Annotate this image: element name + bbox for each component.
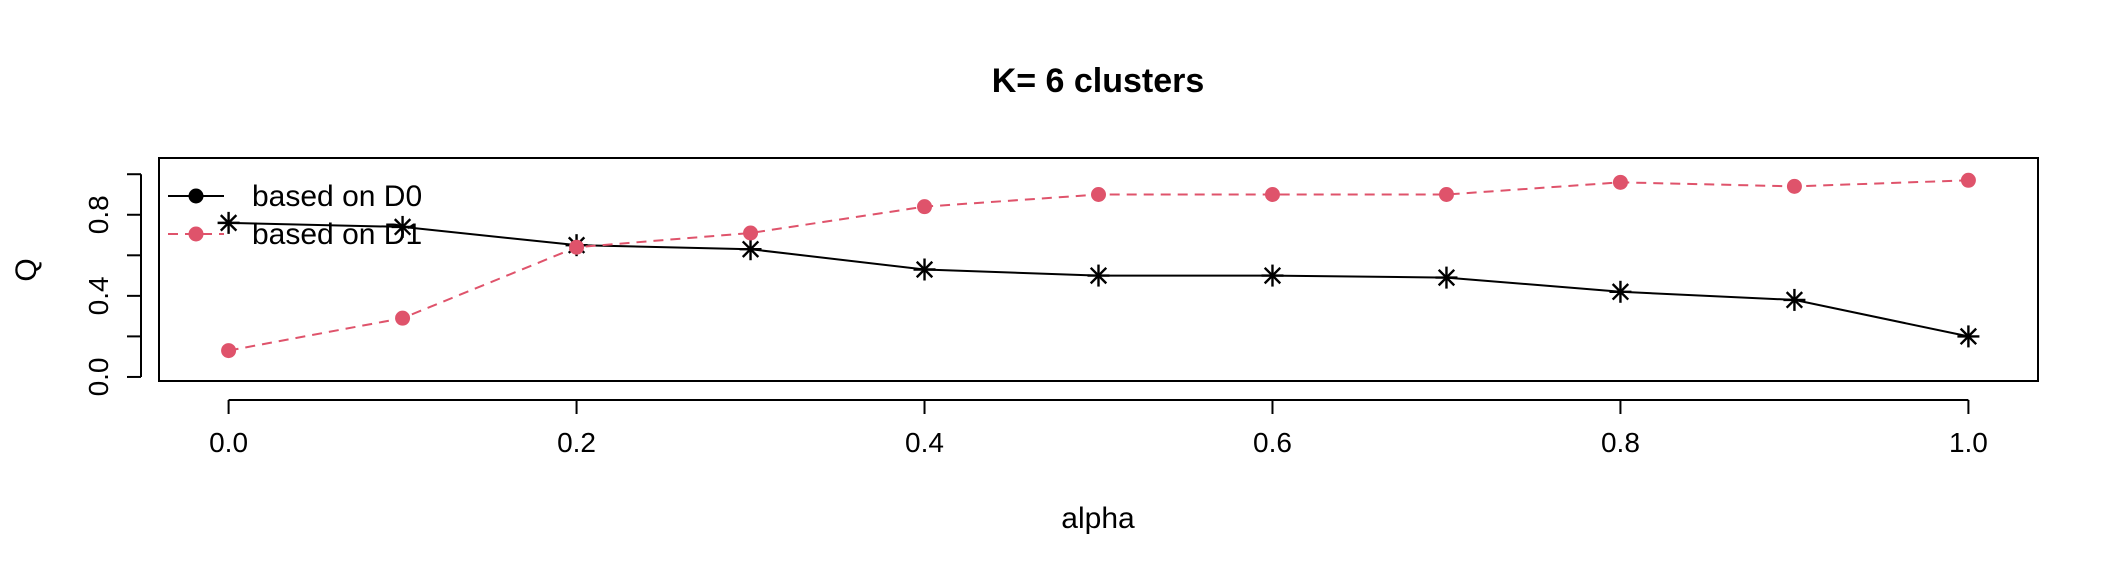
series-2: [221, 172, 1976, 359]
x-tick-label: 0.8: [1601, 427, 1640, 458]
data-point: [1087, 264, 1110, 287]
series-1: [217, 211, 1980, 348]
legend-marker: [188, 188, 204, 204]
data-point: [1438, 186, 1454, 202]
legend-marker: [188, 226, 204, 242]
y-tick-label: 0.4: [83, 276, 114, 315]
asterisk-stroke: [219, 214, 238, 232]
data-point: [1264, 186, 1280, 202]
data-point: [1261, 264, 1284, 287]
x-tick-label: 1.0: [1949, 427, 1988, 458]
data-point: [1957, 325, 1980, 348]
data-point: [743, 225, 759, 241]
asterisk-stroke: [915, 260, 934, 279]
y-axis-label: Q: [10, 258, 43, 281]
x-axis-label: alpha: [1061, 502, 1135, 535]
data-point: [917, 199, 933, 215]
data-point: [1612, 174, 1628, 190]
series-layer: [217, 172, 1980, 359]
legend-label: based on D0: [252, 180, 422, 213]
data-point: [217, 211, 240, 234]
data-point: [221, 343, 237, 359]
asterisk-stroke: [1785, 291, 1804, 309]
data-point: [739, 238, 762, 261]
y-tick-label: 0.0: [83, 357, 114, 396]
asterisk-stroke: [393, 218, 412, 236]
asterisk-stroke: [1611, 283, 1630, 301]
data-point: [1783, 288, 1806, 311]
x-tick-label: 0.4: [905, 427, 944, 458]
data-point: [1786, 178, 1802, 194]
data-point: [1091, 186, 1106, 202]
data-point: [569, 239, 585, 255]
chart-title: K= 6 clusters: [992, 62, 1205, 100]
asterisk-stroke: [741, 240, 760, 258]
x-tick-label: 0.0: [209, 427, 248, 458]
legend-item: based on D0: [168, 180, 422, 213]
asterisk-stroke: [1263, 266, 1282, 285]
data-point: [1435, 266, 1458, 289]
asterisk-stroke: [1959, 327, 1978, 346]
legend-label: based on D1: [252, 218, 422, 251]
y-tick-label: 0.8: [83, 195, 114, 234]
legend-item: based on D1: [168, 218, 422, 251]
data-point: [913, 258, 936, 281]
y-axis: 0.0 0.4 0.8: [83, 173, 142, 396]
x-tick-label: 0.2: [557, 427, 596, 458]
data-point: [395, 310, 411, 326]
plot-frame: [158, 157, 2039, 382]
data-point: [1609, 280, 1632, 303]
data-point: [1960, 172, 1976, 188]
asterisk-stroke: [1089, 266, 1108, 285]
x-tick-label: 0.6: [1253, 427, 1292, 458]
legend: based on D0 based on D1: [168, 180, 422, 251]
data-point: [391, 215, 414, 238]
asterisk-stroke: [1437, 268, 1456, 287]
x-axis: 0.0 0.2 0.4 0.6 0.8 1.0: [209, 399, 1988, 458]
